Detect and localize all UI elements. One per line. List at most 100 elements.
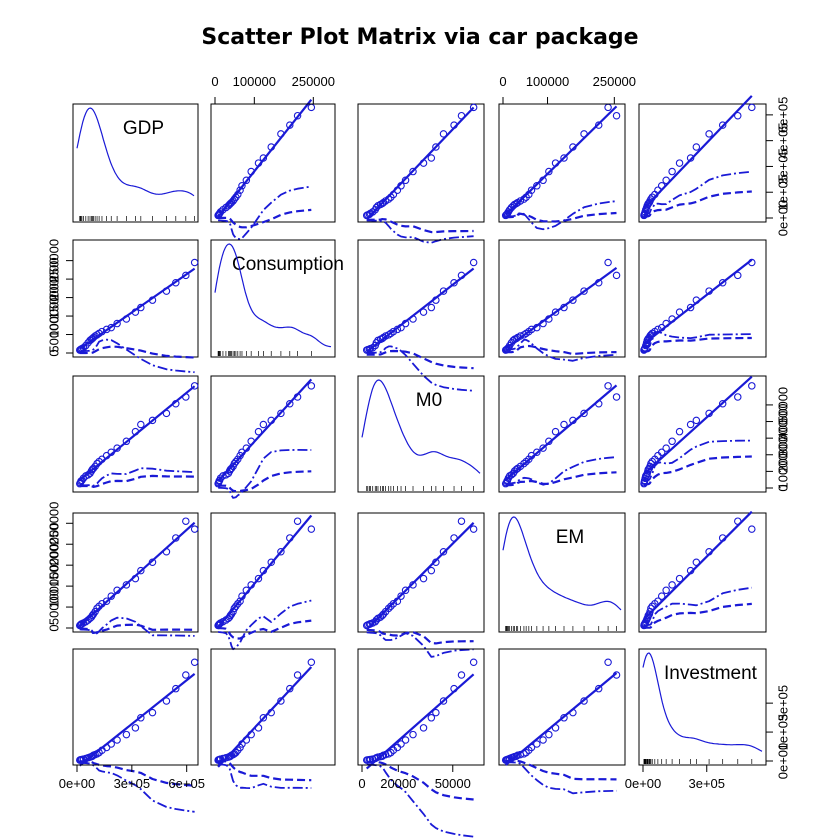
data-point bbox=[469, 525, 478, 533]
data-point bbox=[137, 714, 145, 722]
regression-line bbox=[78, 521, 196, 627]
data-point bbox=[457, 671, 466, 679]
smoother-line bbox=[366, 218, 474, 234]
density-curve bbox=[642, 652, 763, 752]
tick-label: 100000 bbox=[526, 74, 569, 89]
panel-investment-consumption bbox=[210, 648, 336, 790]
data-point bbox=[131, 724, 140, 732]
data-point bbox=[277, 409, 285, 418]
smoother-line bbox=[643, 455, 752, 486]
data-point bbox=[190, 525, 199, 533]
spread-upper-line bbox=[79, 762, 195, 813]
tick-label: 3e+05 bbox=[114, 776, 151, 791]
regression-line bbox=[643, 510, 753, 620]
regression-line bbox=[643, 258, 753, 345]
data-point bbox=[432, 143, 440, 151]
tick-label: 4e+05 bbox=[775, 122, 790, 159]
data-point bbox=[539, 736, 547, 744]
tick-label: 50000 bbox=[46, 316, 61, 352]
smoother-line bbox=[505, 759, 617, 781]
data-point bbox=[604, 658, 612, 667]
tick-label: 0 bbox=[46, 349, 61, 356]
data-point bbox=[748, 103, 756, 112]
spread-upper-line bbox=[366, 631, 474, 658]
data-point bbox=[668, 437, 676, 446]
regression-line bbox=[643, 95, 753, 210]
data-point bbox=[439, 287, 448, 295]
spread-upper-line bbox=[79, 616, 195, 637]
data-point bbox=[439, 697, 448, 705]
regression-line bbox=[79, 673, 196, 767]
data-point bbox=[182, 671, 190, 679]
data-point bbox=[469, 103, 478, 112]
tick-label: 250000 bbox=[593, 74, 636, 89]
spread-upper-line bbox=[366, 345, 474, 392]
panel-frame bbox=[210, 648, 336, 766]
data-point bbox=[439, 130, 448, 138]
data-point bbox=[107, 323, 115, 332]
panel-gdp-investment bbox=[638, 95, 767, 223]
regression-line bbox=[79, 267, 196, 350]
data-point bbox=[439, 548, 448, 556]
axis-top-em: 0 100000 250000 bbox=[499, 74, 636, 105]
density-curve bbox=[361, 379, 481, 474]
data-point bbox=[419, 724, 428, 732]
data-point bbox=[401, 736, 410, 744]
data-point bbox=[234, 599, 242, 608]
panel-consumption-investment bbox=[638, 239, 767, 358]
data-point bbox=[718, 278, 727, 287]
tick-label: 10000 bbox=[775, 453, 790, 489]
data-point bbox=[190, 658, 199, 667]
spread-upper-line bbox=[643, 330, 752, 349]
panel-em-em: EM bbox=[498, 512, 626, 633]
panel-m0-em bbox=[498, 375, 626, 493]
data-point bbox=[551, 427, 560, 436]
regression-line bbox=[365, 106, 475, 221]
regression-line bbox=[505, 267, 618, 350]
data-point bbox=[236, 597, 244, 605]
tick-label: 0e+00 bbox=[59, 776, 96, 791]
data-point bbox=[259, 420, 268, 429]
data-point bbox=[397, 592, 405, 600]
panel-em-consumption bbox=[210, 512, 336, 651]
data-point bbox=[307, 103, 316, 112]
data-point bbox=[379, 198, 388, 207]
data-point bbox=[718, 400, 727, 408]
panel-frame bbox=[72, 103, 199, 223]
data-point bbox=[457, 517, 466, 525]
data-point bbox=[569, 296, 577, 304]
smoother-line bbox=[217, 760, 312, 782]
data-point bbox=[539, 444, 547, 452]
data-point bbox=[612, 271, 621, 280]
tick-label: 0e+00 bbox=[625, 776, 662, 791]
regression-line bbox=[217, 514, 313, 628]
panel-consumption-consumption: Consumption bbox=[210, 239, 344, 358]
data-point bbox=[533, 182, 541, 190]
data-point bbox=[277, 548, 285, 556]
spread-upper-line bbox=[505, 761, 617, 795]
axis-bottom-m0: 0 20000 50000 bbox=[358, 764, 471, 791]
smoother-line bbox=[79, 345, 195, 359]
density-curve bbox=[502, 516, 622, 611]
data-point bbox=[387, 602, 395, 610]
regression-line bbox=[217, 378, 313, 483]
data-point bbox=[580, 697, 588, 705]
tick-label: 100000 bbox=[46, 564, 61, 607]
smoother-line bbox=[366, 760, 474, 801]
spread-upper-line bbox=[217, 449, 312, 499]
regression-line bbox=[366, 267, 475, 353]
data-point bbox=[148, 416, 157, 425]
data-point bbox=[102, 597, 111, 605]
spread-upper-line bbox=[643, 170, 752, 216]
tick-label: 20000 bbox=[380, 776, 416, 791]
spread-upper-line bbox=[505, 456, 617, 486]
data-point bbox=[450, 278, 458, 287]
panel-frame bbox=[210, 375, 336, 493]
tick-label: 50000 bbox=[435, 776, 471, 791]
panel-investment-m0 bbox=[357, 648, 485, 838]
data-point bbox=[657, 448, 666, 457]
